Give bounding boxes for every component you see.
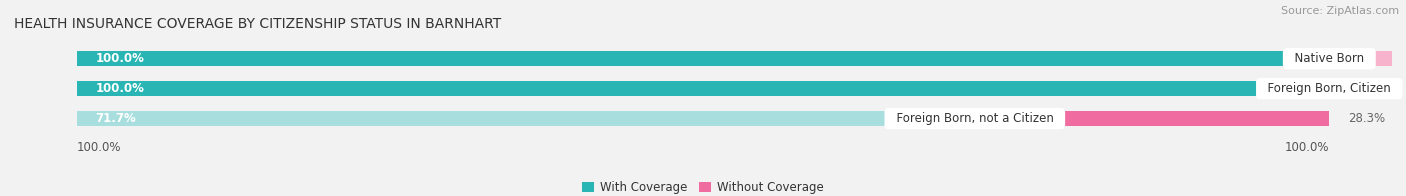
Text: 100.0%: 100.0% — [77, 141, 121, 154]
Bar — [77, 51, 1329, 66]
Bar — [77, 81, 1329, 96]
Bar — [974, 111, 1329, 126]
Bar — [77, 111, 974, 126]
Bar — [1329, 51, 1406, 66]
Text: 100.0%: 100.0% — [1285, 141, 1329, 154]
Bar — [77, 111, 1329, 126]
Text: Native Born: Native Born — [1286, 52, 1372, 65]
Text: 28.3%: 28.3% — [1348, 112, 1385, 125]
Bar — [77, 51, 1329, 66]
Text: Source: ZipAtlas.com: Source: ZipAtlas.com — [1281, 6, 1399, 16]
Bar — [1329, 81, 1406, 96]
Bar — [77, 81, 1329, 96]
Text: Foreign Born, Citizen: Foreign Born, Citizen — [1260, 82, 1399, 95]
Text: 100.0%: 100.0% — [96, 52, 145, 65]
Text: HEALTH INSURANCE COVERAGE BY CITIZENSHIP STATUS IN BARNHART: HEALTH INSURANCE COVERAGE BY CITIZENSHIP… — [14, 17, 502, 31]
Legend: With Coverage, Without Coverage: With Coverage, Without Coverage — [578, 176, 828, 196]
Text: 71.7%: 71.7% — [96, 112, 136, 125]
Text: 100.0%: 100.0% — [96, 82, 145, 95]
Text: Foreign Born, not a Citizen: Foreign Born, not a Citizen — [889, 112, 1062, 125]
